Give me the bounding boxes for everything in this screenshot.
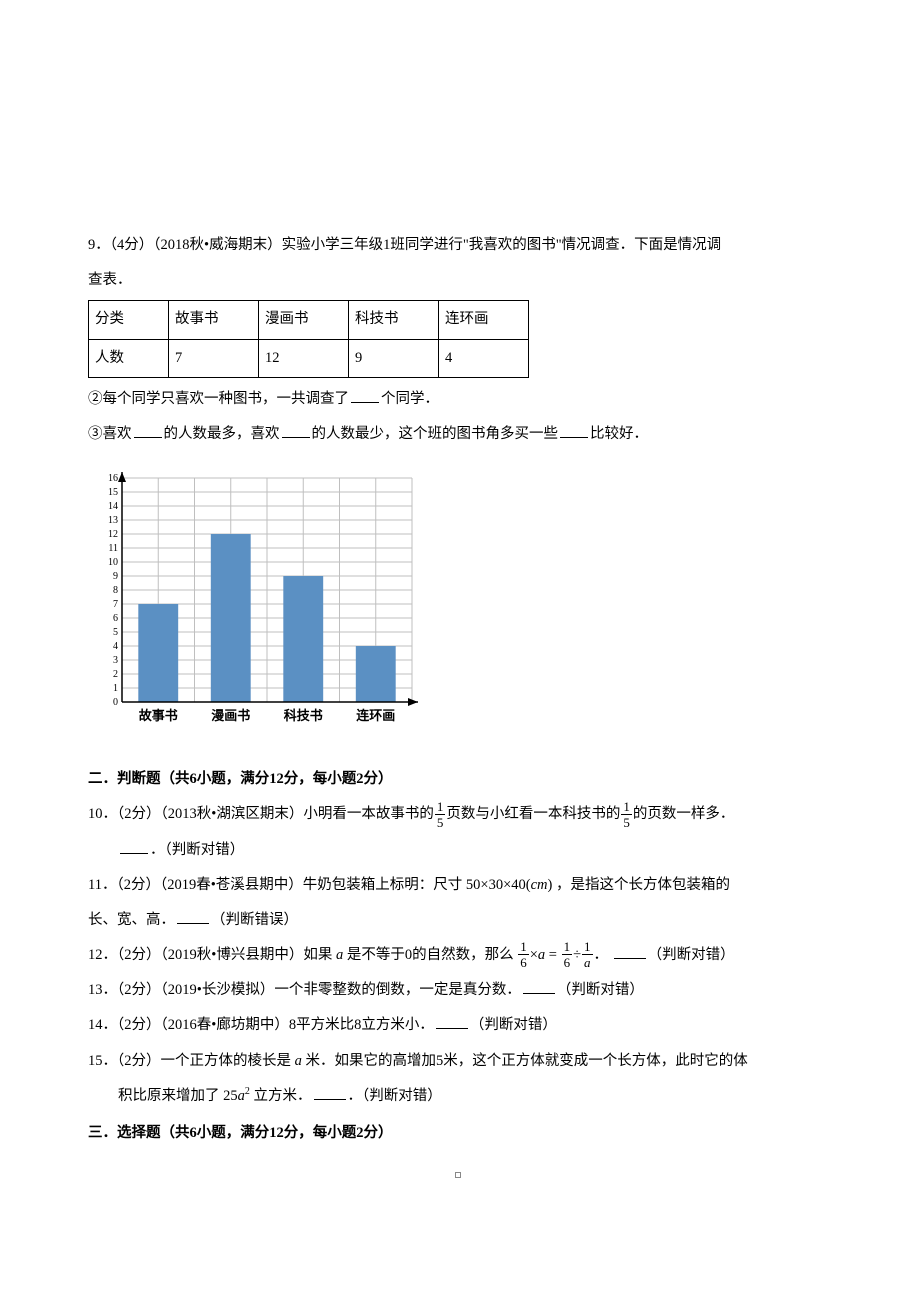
svg-text:3: 3	[113, 655, 118, 666]
svg-text:14: 14	[108, 501, 118, 512]
q11: 11．（2分）（2019春•苍溪县期中）牛奶包装箱上标明：尺寸 50×30×40…	[88, 870, 832, 901]
section2-heading: 二．判断题（共6小题，满分12分，每小题2分）	[88, 764, 832, 795]
svg-text:2: 2	[113, 669, 118, 680]
th-serial: 连环画	[439, 301, 529, 339]
q10-sub: ．（判断对错）	[88, 835, 832, 866]
blank-fill[interactable]	[120, 839, 148, 854]
q11-line2: 长、宽、高．（判断错误）	[88, 905, 832, 936]
th-science: 科技书	[349, 301, 439, 339]
section3-heading: 三．选择题（共6小题，满分12分，每小题2分）	[88, 1118, 832, 1149]
q15: 15．（2分）一个正方体的棱长是 a 米．如果它的高增加5米，这个正方体就变成一…	[88, 1046, 832, 1077]
svg-text:7: 7	[113, 599, 118, 610]
q9-stem: 9．（4分）（2018秋•威海期末）实验小学三年级1班同学进行"我喜欢的图书"情…	[88, 230, 832, 261]
svg-text:11: 11	[108, 543, 118, 554]
blank-fill[interactable]	[614, 945, 646, 960]
th-story: 故事书	[169, 301, 259, 339]
fraction: 15	[621, 800, 632, 829]
fraction: 1a	[582, 940, 593, 969]
q9-number: 9．	[88, 237, 110, 253]
table-row-header: 分类 故事书 漫画书 科技书 连环画	[89, 301, 529, 339]
footer-mark	[88, 1163, 832, 1187]
q12: 12．（2分）（2019秋•博兴县期中）如果 a 是不等于0的自然数，那么 16…	[88, 940, 832, 971]
q9-sub2: ②每个同学只喜欢一种图书，一共调查了个同学．	[88, 384, 832, 415]
svg-text:5: 5	[113, 627, 118, 638]
th-category: 分类	[89, 301, 169, 339]
blank-fill[interactable]	[134, 423, 162, 438]
blank-fill[interactable]	[282, 423, 310, 438]
fraction: 16	[518, 940, 529, 969]
blank-fill[interactable]	[351, 388, 379, 403]
svg-text:8: 8	[113, 585, 118, 596]
q9-points: （4分）	[110, 237, 154, 253]
blank-fill[interactable]	[177, 909, 209, 924]
svg-text:连环画: 连环画	[356, 708, 395, 723]
q9-sub3: ③喜欢的人数最多，喜欢的人数最少，这个班的图书角多买一些比较好．	[88, 419, 832, 450]
fraction: 15	[435, 800, 446, 829]
q9-source: （2018秋•威海期末）	[153, 237, 281, 253]
q14: 14．（2分）（2016春•廊坊期中）8平方米比8立方米小．（判断对错）	[88, 1010, 832, 1041]
svg-text:9: 9	[113, 571, 118, 582]
svg-text:1: 1	[113, 683, 118, 694]
blank-fill[interactable]	[436, 1015, 468, 1030]
q9-table: 分类 故事书 漫画书 科技书 连环画 人数 7 12 9 4	[88, 300, 529, 377]
table-row-data: 人数 7 12 9 4	[89, 339, 529, 377]
svg-text:10: 10	[108, 557, 118, 568]
svg-text:漫画书: 漫画书	[211, 708, 250, 723]
svg-text:16: 16	[108, 473, 118, 484]
q10: 10．（2分）（2013秋•湖滨区期末）小明看一本故事书的15页数与小红看一本科…	[88, 799, 832, 830]
svg-text:0: 0	[113, 697, 118, 708]
svg-text:科技书: 科技书	[284, 708, 323, 723]
svg-text:故事书: 故事书	[139, 708, 178, 723]
svg-text:6: 6	[113, 613, 118, 624]
th-comic: 漫画书	[259, 301, 349, 339]
svg-text:15: 15	[108, 487, 118, 498]
svg-text:4: 4	[113, 641, 118, 652]
blank-fill[interactable]	[314, 1085, 346, 1100]
blank-fill[interactable]	[523, 980, 555, 995]
svg-text:12: 12	[108, 529, 118, 540]
svg-text:13: 13	[108, 515, 118, 526]
q9-stem-cont: 查表．	[88, 265, 832, 296]
fraction: 16	[562, 940, 573, 969]
blank-fill[interactable]	[560, 423, 588, 438]
q9-bar-chart: 012345678910111213141516故事书漫画书科技书连环画	[88, 468, 832, 758]
q15-line2: 积比原来增加了 25a2 立方米．．（判断对错）	[88, 1081, 832, 1112]
q13: 13．（2分）（2019•长沙模拟）一个非零整数的倒数，一定是真分数．（判断对错…	[88, 975, 832, 1006]
